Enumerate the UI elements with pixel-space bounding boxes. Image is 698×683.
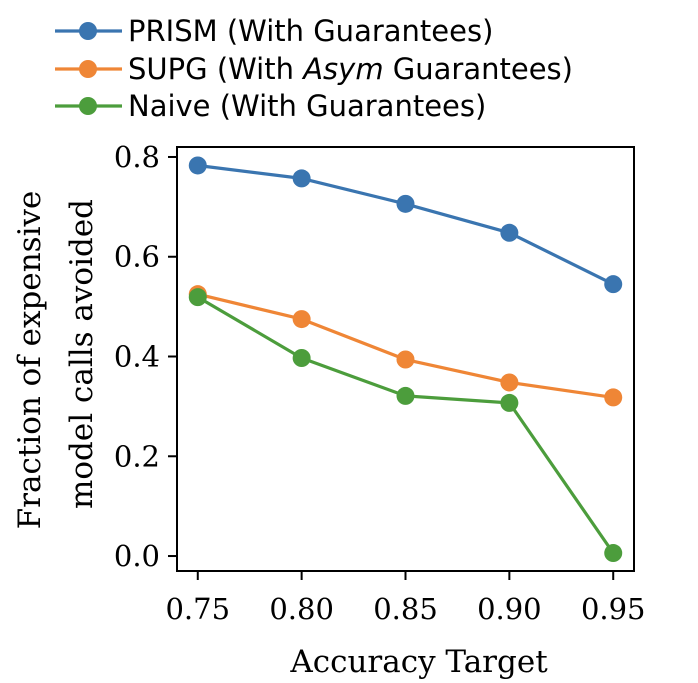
x-tick-label: 0.95: [581, 592, 646, 626]
data-point-3: [292, 349, 311, 368]
legend-marker: [79, 60, 97, 78]
data-point-1: [604, 275, 623, 294]
series-line-3: [196, 295, 615, 554]
x-axis-label: Accuracy Target: [289, 644, 548, 680]
data-point-2: [604, 388, 623, 407]
legend: PRISM (With Guarantees) SUPG (With Asym G…: [55, 14, 573, 123]
y-tick-label: 0.6: [114, 240, 160, 274]
x-axis: 0.75 0.80 0.85 0.90 0.95: [165, 571, 646, 626]
series-line-2: [197, 292, 614, 399]
x-tick-label: 0.90: [477, 592, 542, 626]
y-tick-label: 0.8: [114, 140, 160, 174]
y-tick-label: 0.2: [114, 439, 160, 473]
data-point-2: [500, 373, 519, 392]
data-point-1: [292, 169, 311, 188]
data-point-3: [188, 288, 207, 307]
y-axis-label-line1: Fraction of expensive: [12, 191, 48, 530]
y-tick-label: 0.0: [114, 539, 160, 573]
data-point-3: [500, 393, 519, 412]
legend-label: SUPG (With Asym Guarantees): [128, 52, 573, 86]
y-axis-label-line2: model calls avoided: [64, 199, 100, 509]
data-point-3: [396, 386, 415, 405]
series-layer: [188, 156, 623, 563]
legend-label: PRISM (With Guarantees): [128, 14, 493, 48]
x-tick-label: 0.75: [165, 592, 230, 626]
data-point-2: [292, 310, 311, 329]
legend-marker: [79, 97, 97, 115]
legend-marker: [79, 22, 97, 40]
series-line-1: [197, 163, 614, 286]
y-axis: 0.0 0.2 0.4 0.6 0.8: [114, 140, 177, 573]
data-point-3: [604, 544, 623, 563]
x-tick-label: 0.80: [269, 592, 334, 626]
data-point-2: [396, 350, 415, 369]
data-point-1: [188, 156, 207, 175]
y-tick-label: 0.4: [114, 340, 160, 374]
legend-label: Naive (With Guarantees): [128, 89, 486, 123]
data-point-1: [500, 223, 519, 242]
x-tick-label: 0.85: [373, 592, 438, 626]
data-point-1: [396, 194, 415, 213]
